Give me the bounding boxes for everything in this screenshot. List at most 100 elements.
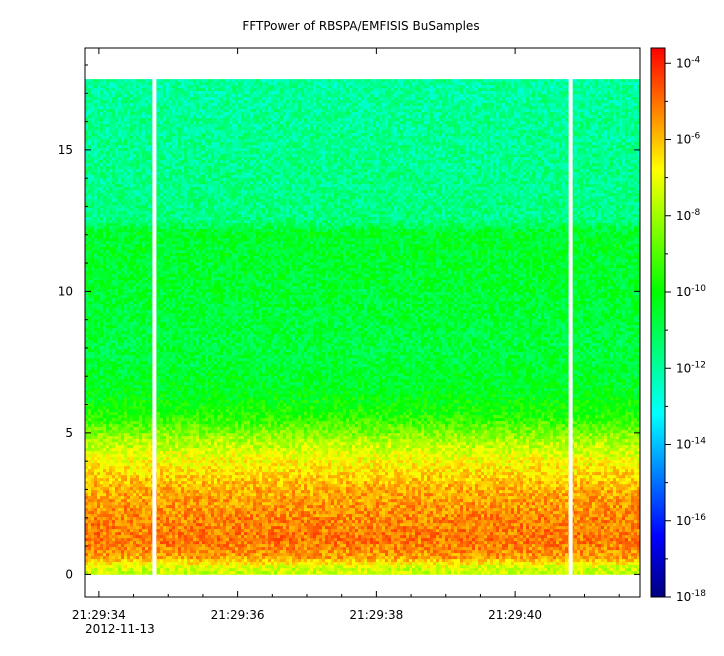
heatmap-cell: [430, 103, 434, 107]
heatmap-cell: [403, 94, 407, 98]
heatmap-cell: [262, 91, 266, 95]
heatmap-cell: [583, 130, 587, 134]
heatmap-cell: [103, 94, 107, 98]
heatmap-cell: [202, 133, 206, 137]
heatmap-cell: [196, 154, 200, 158]
heatmap-cell: [298, 121, 302, 125]
heatmap-cell: [388, 145, 392, 149]
heatmap-cell: [244, 157, 248, 161]
heatmap-cell: [202, 112, 206, 116]
heatmap-cell: [196, 100, 200, 104]
heatmap-cell: [538, 133, 542, 137]
heatmap-cell: [274, 100, 278, 104]
heatmap-cell: [409, 82, 413, 86]
heatmap-cell: [124, 85, 128, 89]
heatmap-cell: [94, 148, 98, 152]
heatmap-cell: [295, 148, 299, 152]
heatmap-cell: [532, 82, 536, 86]
heatmap-cell: [112, 118, 116, 122]
heatmap-cell: [460, 109, 464, 113]
heatmap-cell: [184, 136, 188, 140]
heatmap-cell: [463, 139, 467, 143]
heatmap-cell: [241, 109, 245, 113]
heatmap-cell: [301, 136, 305, 140]
heatmap-cell: [391, 157, 395, 161]
heatmap-cell: [190, 97, 194, 101]
heatmap-cell: [241, 118, 245, 122]
heatmap-cell: [94, 142, 98, 146]
heatmap-cell: [325, 115, 329, 119]
heatmap-cell: [550, 145, 554, 149]
heatmap-cell: [442, 109, 446, 113]
heatmap-cell: [583, 103, 587, 107]
heatmap-cell: [160, 79, 164, 83]
heatmap-cell: [94, 127, 98, 131]
heatmap-cell: [511, 91, 515, 95]
heatmap-cell: [133, 103, 137, 107]
heatmap-cell: [424, 97, 428, 101]
heatmap-cell: [325, 121, 329, 125]
heatmap-cell: [598, 142, 602, 146]
heatmap-cell: [319, 148, 323, 152]
heatmap-cell: [349, 127, 353, 131]
heatmap-cell: [364, 154, 368, 158]
heatmap-cell: [172, 130, 176, 134]
heatmap-cell: [307, 100, 311, 104]
heatmap-cell: [241, 121, 245, 125]
heatmap-cell: [97, 118, 101, 122]
heatmap-cell: [265, 85, 269, 89]
heatmap-cell: [286, 157, 290, 161]
heatmap-cell: [460, 136, 464, 140]
heatmap-cell: [478, 103, 482, 107]
heatmap-cell: [250, 106, 254, 110]
heatmap-cell: [286, 100, 290, 104]
heatmap-cell: [217, 109, 221, 113]
heatmap-cell: [577, 115, 581, 119]
heatmap-cell: [430, 133, 434, 137]
heatmap-cell: [607, 82, 611, 86]
heatmap-cell: [313, 157, 317, 161]
heatmap-cell: [547, 118, 551, 122]
heatmap-cell: [169, 103, 173, 107]
heatmap-cell: [529, 118, 533, 122]
heatmap-cell: [304, 124, 308, 128]
heatmap-cell: [628, 124, 632, 128]
heatmap-cell: [631, 151, 635, 155]
heatmap-cell: [382, 112, 386, 116]
heatmap-cell: [445, 109, 449, 113]
heatmap-cell: [187, 154, 191, 158]
heatmap-cell: [595, 121, 599, 125]
heatmap-cell: [238, 118, 242, 122]
heatmap-cell: [280, 157, 284, 161]
heatmap-cell: [265, 79, 269, 83]
heatmap-cell: [385, 115, 389, 119]
heatmap-cell: [628, 91, 632, 95]
heatmap-cell: [298, 97, 302, 101]
heatmap-cell: [172, 139, 176, 143]
heatmap-cell: [505, 127, 509, 131]
heatmap-cell: [388, 100, 392, 104]
heatmap-cell: [499, 85, 503, 89]
heatmap-cell: [505, 151, 509, 155]
heatmap-cell: [253, 142, 257, 146]
heatmap-cell: [424, 133, 428, 137]
heatmap-cell: [121, 139, 125, 143]
heatmap-cell: [562, 112, 566, 116]
heatmap-cell: [316, 106, 320, 110]
heatmap-cell: [127, 85, 131, 89]
heatmap-cell: [85, 97, 89, 101]
heatmap-cell: [256, 85, 260, 89]
heatmap-cell: [460, 103, 464, 107]
heatmap-cell: [286, 88, 290, 92]
heatmap-cell: [97, 97, 101, 101]
heatmap-cell: [412, 157, 416, 161]
heatmap-cell: [334, 151, 338, 155]
heatmap-cell: [625, 151, 629, 155]
heatmap-cell: [322, 142, 326, 146]
heatmap-cell: [532, 157, 536, 161]
heatmap-cell: [526, 124, 530, 128]
heatmap-cell: [376, 109, 380, 113]
heatmap-cell: [184, 151, 188, 155]
heatmap-cell: [148, 112, 152, 116]
heatmap-cell: [571, 88, 575, 92]
